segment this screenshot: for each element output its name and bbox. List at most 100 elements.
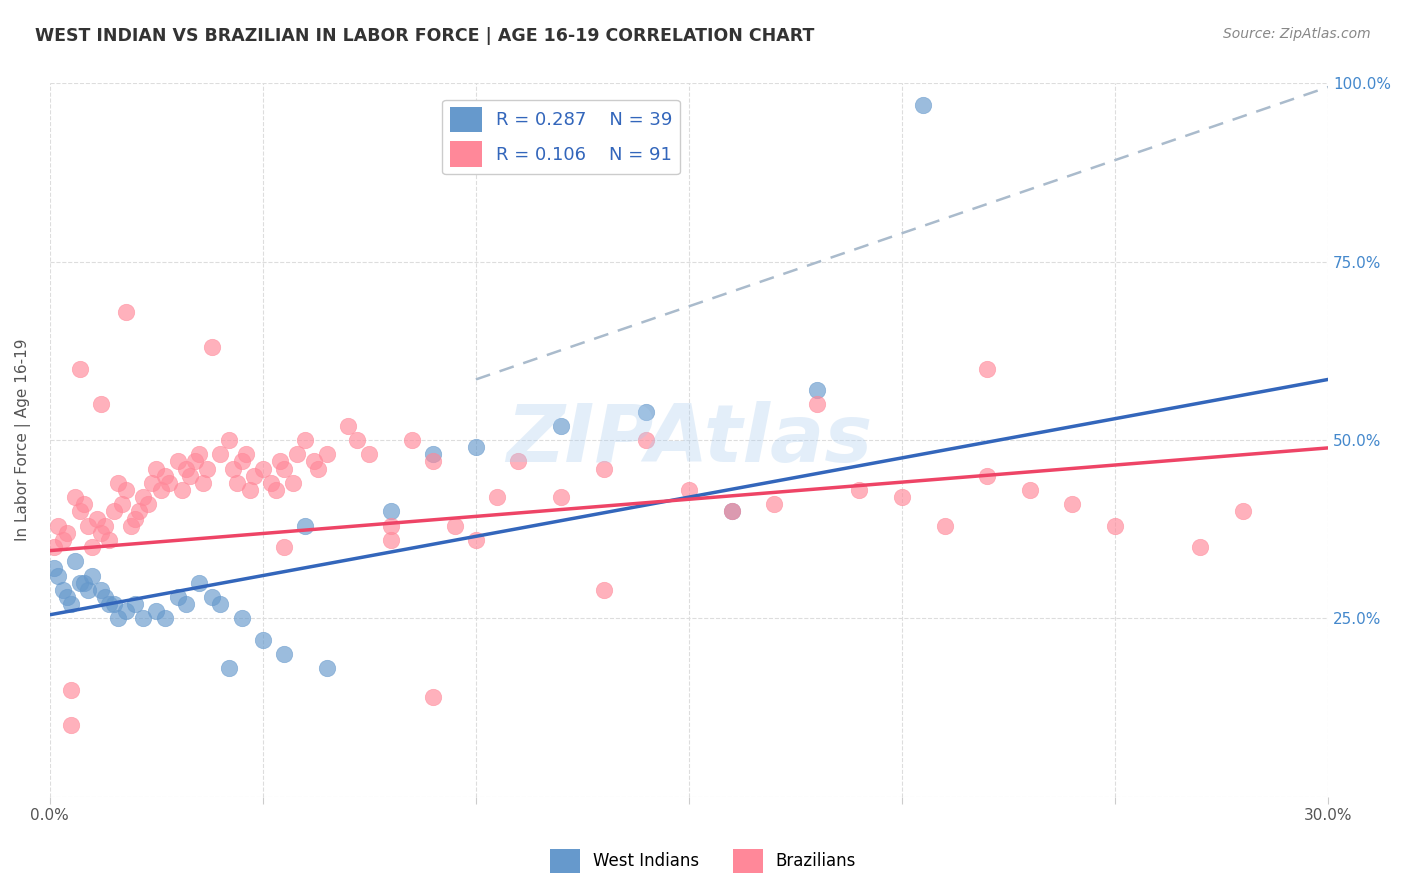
Point bbox=[60, 597, 83, 611]
Point bbox=[273, 461, 295, 475]
Point bbox=[82, 540, 104, 554]
Point bbox=[115, 304, 138, 318]
Point bbox=[294, 518, 316, 533]
Point bbox=[136, 497, 159, 511]
Point bbox=[678, 483, 700, 497]
Point bbox=[141, 475, 163, 490]
Point bbox=[269, 454, 291, 468]
Point bbox=[60, 718, 83, 732]
Point bbox=[422, 690, 444, 704]
Point bbox=[285, 447, 308, 461]
Point bbox=[226, 475, 249, 490]
Point bbox=[720, 504, 742, 518]
Point bbox=[281, 475, 304, 490]
Text: WEST INDIAN VS BRAZILIAN IN LABOR FORCE | AGE 16-19 CORRELATION CHART: WEST INDIAN VS BRAZILIAN IN LABOR FORCE … bbox=[35, 27, 814, 45]
Point bbox=[315, 661, 337, 675]
Y-axis label: In Labor Force | Age 16-19: In Labor Force | Age 16-19 bbox=[15, 339, 31, 541]
Point bbox=[86, 511, 108, 525]
Point bbox=[170, 483, 193, 497]
Point bbox=[720, 504, 742, 518]
Point bbox=[132, 611, 155, 625]
Point bbox=[107, 475, 129, 490]
Point bbox=[197, 461, 219, 475]
Point bbox=[42, 540, 65, 554]
Point bbox=[508, 454, 530, 468]
Point bbox=[337, 418, 360, 433]
Point bbox=[94, 518, 117, 533]
Point bbox=[60, 682, 83, 697]
Point bbox=[191, 475, 214, 490]
Point bbox=[94, 590, 117, 604]
Point bbox=[51, 533, 73, 547]
Point bbox=[231, 454, 253, 468]
Point bbox=[187, 575, 209, 590]
Point bbox=[231, 611, 253, 625]
Point bbox=[252, 461, 274, 475]
Point bbox=[115, 483, 138, 497]
Point bbox=[235, 447, 257, 461]
Point bbox=[218, 661, 240, 675]
Point bbox=[592, 461, 614, 475]
Point bbox=[239, 483, 262, 497]
Point bbox=[891, 490, 914, 504]
Point bbox=[264, 483, 287, 497]
Point bbox=[42, 561, 65, 575]
Point bbox=[149, 483, 172, 497]
Point bbox=[69, 361, 91, 376]
Point bbox=[46, 518, 69, 533]
Text: Source: ZipAtlas.com: Source: ZipAtlas.com bbox=[1223, 27, 1371, 41]
Point bbox=[260, 475, 283, 490]
Point bbox=[252, 632, 274, 647]
Point bbox=[183, 454, 205, 468]
Text: ZIPAtlas: ZIPAtlas bbox=[506, 401, 872, 479]
Point bbox=[294, 433, 316, 447]
Point bbox=[69, 504, 91, 518]
Point bbox=[166, 454, 188, 468]
Point bbox=[222, 461, 245, 475]
Point bbox=[103, 504, 125, 518]
Point bbox=[1062, 497, 1084, 511]
Point bbox=[201, 590, 224, 604]
Point bbox=[65, 554, 87, 568]
Legend: West Indians, Brazilians: West Indians, Brazilians bbox=[543, 842, 863, 880]
Point bbox=[51, 582, 73, 597]
Point bbox=[806, 397, 828, 411]
Point bbox=[1232, 504, 1254, 518]
Point bbox=[209, 597, 232, 611]
Point bbox=[380, 533, 402, 547]
Point bbox=[153, 468, 176, 483]
Point bbox=[401, 433, 423, 447]
Point bbox=[73, 497, 96, 511]
Point bbox=[115, 604, 138, 618]
Point bbox=[128, 504, 150, 518]
Point bbox=[806, 383, 828, 397]
Point bbox=[346, 433, 368, 447]
Point bbox=[103, 597, 125, 611]
Point bbox=[201, 340, 224, 354]
Point bbox=[218, 433, 240, 447]
Point bbox=[98, 533, 121, 547]
Point bbox=[359, 447, 381, 461]
Point bbox=[98, 597, 121, 611]
Point bbox=[486, 490, 509, 504]
Point bbox=[243, 468, 266, 483]
Point bbox=[56, 590, 79, 604]
Point bbox=[550, 490, 572, 504]
Point bbox=[209, 447, 232, 461]
Point bbox=[636, 404, 658, 418]
Legend: R = 0.287    N = 39, R = 0.106    N = 91: R = 0.287 N = 39, R = 0.106 N = 91 bbox=[443, 100, 681, 174]
Point bbox=[422, 454, 444, 468]
Point bbox=[179, 468, 201, 483]
Point bbox=[65, 490, 87, 504]
Point bbox=[187, 447, 209, 461]
Point bbox=[145, 461, 167, 475]
Point bbox=[976, 361, 998, 376]
Point bbox=[422, 447, 444, 461]
Point bbox=[132, 490, 155, 504]
Point bbox=[592, 582, 614, 597]
Point bbox=[82, 568, 104, 582]
Point bbox=[157, 475, 180, 490]
Point bbox=[763, 497, 786, 511]
Point bbox=[1018, 483, 1040, 497]
Point bbox=[1189, 540, 1212, 554]
